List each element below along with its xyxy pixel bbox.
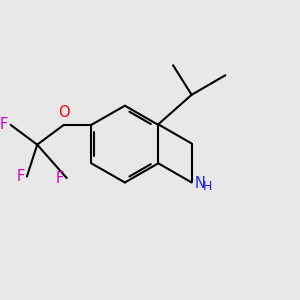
Text: H: H	[202, 180, 212, 194]
Text: N: N	[195, 176, 206, 191]
Text: F: F	[16, 169, 25, 184]
Text: F: F	[0, 117, 8, 132]
Text: O: O	[58, 105, 70, 120]
Text: F: F	[56, 171, 64, 186]
